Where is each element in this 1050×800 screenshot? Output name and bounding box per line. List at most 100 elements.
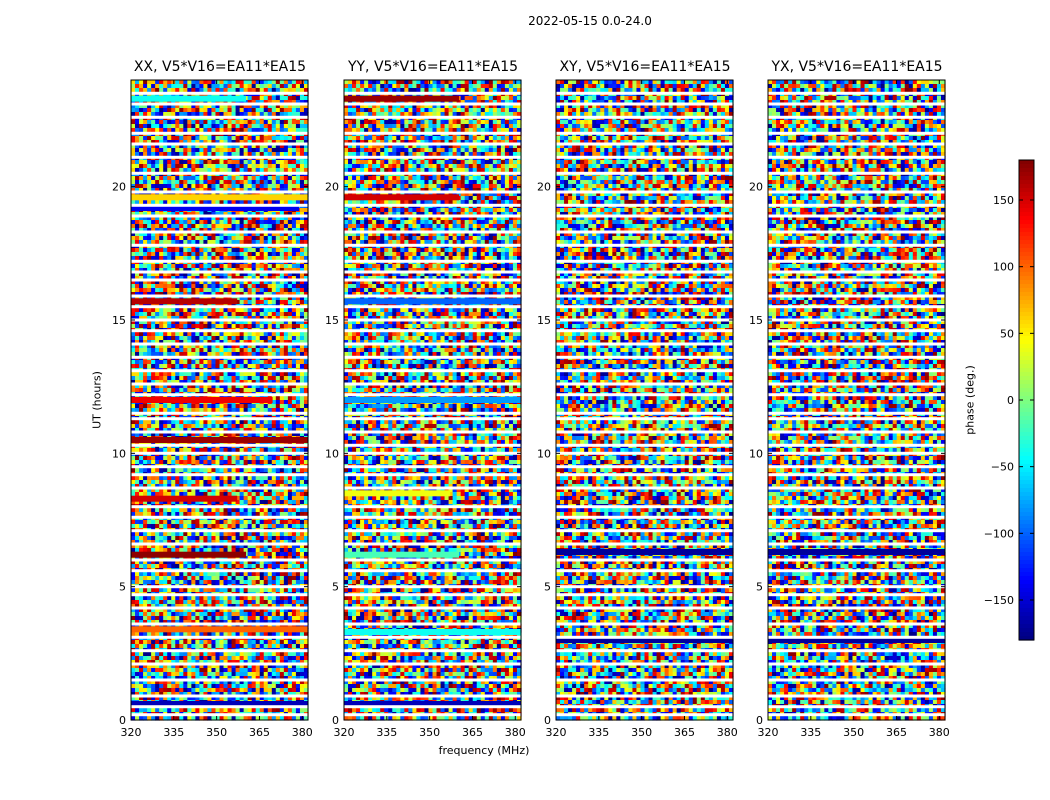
phase-cell — [248, 180, 253, 185]
phase-cell — [167, 164, 172, 169]
phase-cell — [163, 160, 168, 165]
phase-cell — [276, 160, 281, 165]
phase-cell — [171, 180, 176, 185]
phase-cell — [203, 136, 208, 141]
phase-cell — [276, 164, 281, 169]
phase-cell — [163, 120, 168, 125]
phase-cell — [244, 136, 249, 141]
phase-cell — [276, 148, 281, 153]
phase-cell — [288, 184, 293, 189]
phase-cell — [207, 176, 212, 181]
phase-cell — [268, 136, 273, 141]
phase-cell — [240, 160, 245, 165]
phase-cell — [147, 164, 152, 169]
phase-cell — [175, 80, 180, 85]
phase-cell — [187, 136, 192, 141]
phase-cell — [220, 164, 225, 169]
phase-cell — [240, 184, 245, 189]
phase-cell — [143, 220, 148, 225]
phase-cell — [252, 180, 257, 185]
phase-cell — [240, 176, 245, 181]
phase-cell — [159, 220, 164, 225]
phase-cell — [147, 84, 152, 89]
phase-cell — [248, 108, 253, 113]
phase-cell — [268, 184, 273, 189]
phase-cell — [183, 108, 188, 113]
phase-cell — [280, 184, 285, 189]
phase-cell — [284, 180, 289, 185]
phase-cell — [179, 148, 184, 153]
phase-cell — [179, 184, 184, 189]
phase-cell — [252, 176, 257, 181]
phase-cell — [228, 148, 233, 153]
phase-cell — [203, 220, 208, 225]
phase-cell — [292, 180, 297, 185]
phase-cell — [260, 148, 265, 153]
phase-cell — [135, 160, 140, 165]
phase-cell — [288, 108, 293, 113]
phase-cell — [248, 80, 253, 85]
phase-cell — [159, 148, 164, 153]
phase-cell — [143, 176, 148, 181]
phase-cell — [220, 148, 225, 153]
phase-cell — [183, 80, 188, 85]
phase-cell — [296, 136, 301, 141]
phase-cell — [135, 136, 140, 141]
phase-cell — [260, 120, 265, 125]
phase-cell — [232, 184, 237, 189]
phase-cell — [159, 164, 164, 169]
phase-cell — [183, 136, 188, 141]
phase-cell — [296, 108, 301, 113]
phase-cell — [155, 80, 160, 85]
phase-cell — [203, 108, 208, 113]
phase-cell — [135, 164, 140, 169]
phase-cell — [167, 148, 172, 153]
phase-cell — [288, 148, 293, 153]
phase-cell — [256, 180, 261, 185]
phase-cell — [147, 148, 152, 153]
phase-cell — [296, 164, 301, 169]
phase-cell — [264, 124, 269, 129]
phase-cell — [131, 148, 136, 153]
phase-cell — [224, 136, 229, 141]
phase-cell — [195, 136, 200, 141]
phase-cell — [268, 108, 273, 113]
phase-cell — [280, 164, 285, 169]
phase-cell — [236, 164, 241, 169]
phase-cell — [207, 160, 212, 165]
phase-cell — [187, 220, 192, 225]
phase-cell — [224, 84, 229, 89]
phase-cell — [256, 184, 261, 189]
phase-cell — [292, 136, 297, 141]
phase-cell — [264, 80, 269, 85]
phase-cell — [296, 184, 301, 189]
phase-cell — [135, 84, 140, 89]
phase-cell — [195, 148, 200, 153]
phase-cell — [207, 80, 212, 85]
phase-cell — [256, 148, 261, 153]
phase-cell — [215, 120, 220, 125]
phase-cell — [167, 220, 172, 225]
phase-cell — [207, 108, 212, 113]
phase-cell — [147, 180, 152, 185]
phase-cell — [260, 160, 265, 165]
phase-cell — [151, 108, 156, 113]
phase-cell — [139, 124, 144, 129]
phase-cell — [296, 84, 301, 89]
phase-cell — [260, 136, 265, 141]
phase-cell — [207, 120, 212, 125]
phase-cell — [179, 136, 184, 141]
phase-cell — [220, 160, 225, 165]
phase-cell — [171, 120, 176, 125]
phase-cell — [135, 184, 140, 189]
phase-cell — [179, 108, 184, 113]
phase-cell — [264, 180, 269, 185]
phase-cell — [159, 120, 164, 125]
phase-cell — [260, 108, 265, 113]
phase-cell — [236, 176, 241, 181]
phase-cell — [224, 120, 229, 125]
phase-cell — [256, 160, 261, 165]
phase-cell — [268, 176, 273, 181]
phase-cell — [288, 164, 293, 169]
phase-cell — [288, 120, 293, 125]
